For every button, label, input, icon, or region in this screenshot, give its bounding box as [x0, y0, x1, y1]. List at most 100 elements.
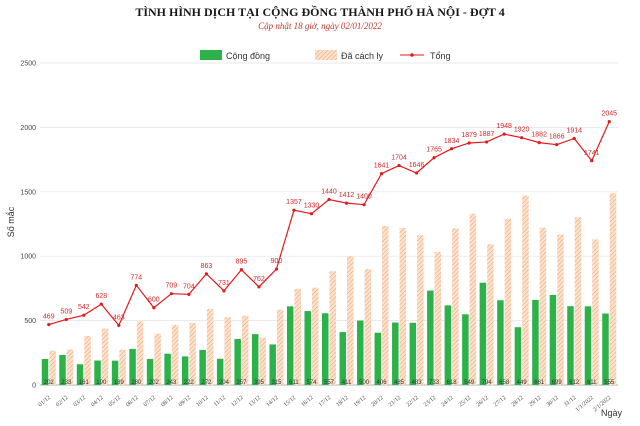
total-point	[555, 143, 559, 147]
total-point	[572, 136, 576, 141]
bar-cong-dong	[567, 306, 574, 385]
bar-value-label: 280	[131, 380, 142, 386]
total-value-label: 1440	[321, 189, 337, 196]
bar-value-label: 202	[149, 380, 160, 386]
x-tick-label: 16/12	[300, 395, 314, 408]
total-point	[117, 323, 121, 327]
total-point	[520, 136, 524, 140]
total-value-label: 1646	[409, 162, 425, 169]
x-tick-label: 10/12	[195, 395, 209, 408]
bar-cong-dong	[602, 313, 609, 385]
bar-cong-dong	[234, 339, 241, 385]
x-tick-label: 13/12	[248, 395, 262, 408]
legend: Cộng đồng Đã cách ly Tổng	[200, 50, 451, 61]
bar-da-cach-ly	[609, 193, 617, 385]
bar-cong-dong	[199, 349, 206, 385]
total-point	[485, 140, 489, 144]
total-line-series: 469 509 542 628 463 774 600 709 704 863 731 895 762 9…	[43, 111, 617, 327]
bar-da-cach-ly	[259, 337, 266, 385]
bar-cong-dong	[549, 294, 557, 385]
bar-cong-dong	[181, 356, 189, 385]
bar-cong-dong	[41, 358, 49, 385]
x-tick-label: 11/12	[213, 395, 227, 408]
bar-da-cach-ly	[399, 227, 407, 385]
y-tick-label: 2500	[20, 61, 36, 68]
bar-da-cach-ly	[592, 239, 599, 385]
x-tick-label: 18/12	[335, 395, 349, 408]
bar-da-cach-ly	[434, 252, 442, 385]
total-value-label: 704	[183, 283, 195, 290]
bar-cong-dong	[76, 364, 84, 385]
x-tick-label: 01/12	[38, 395, 52, 408]
total-value-label: 469	[43, 314, 55, 321]
total-point	[362, 203, 366, 207]
x-tick-label: 30/12	[546, 395, 560, 408]
bar-da-cach-ly	[311, 287, 319, 385]
total-point	[502, 132, 506, 136]
x-tick-label: 24/12	[441, 395, 455, 408]
total-value-label: 863	[201, 263, 213, 270]
bar-cong-dong	[322, 313, 329, 385]
bar-cong-dong	[584, 306, 592, 385]
bar-value-label: 222	[184, 380, 195, 386]
total-point	[82, 313, 86, 317]
bar-value-label: 190	[96, 380, 107, 386]
legend-label-tong: Tổng	[430, 51, 451, 61]
bar-da-cach-ly	[382, 225, 389, 385]
bar-cong-dong	[427, 290, 434, 385]
bar-value-label: 618	[447, 380, 458, 386]
bar-da-cach-ly	[49, 350, 56, 385]
total-value-label: 1948	[496, 123, 512, 130]
bar-cong-dong	[357, 320, 364, 385]
bar-value-label: 500	[359, 380, 370, 386]
legend-marker-tong	[410, 53, 414, 57]
bar-da-cach-ly	[171, 324, 179, 385]
total-point	[47, 322, 51, 327]
total-point	[309, 212, 314, 216]
bar-value-label: 189	[114, 380, 125, 386]
total-value-label: 1704	[391, 155, 407, 162]
total-point	[274, 267, 279, 271]
bar-value-label: 658	[499, 380, 510, 386]
total-point	[432, 156, 436, 160]
bar-cong-dong	[374, 332, 382, 385]
x-tick-label: 25/12	[458, 395, 472, 408]
total-value-label: 1879	[461, 132, 477, 139]
total-point	[327, 197, 331, 202]
x-tick-label: 29/12	[528, 395, 542, 408]
total-value-label: 2045	[601, 111, 617, 118]
chart-title: TÌNH HÌNH DỊCH TẠI CỘNG ĐỒNG THÀNH PHỐ H…	[135, 4, 504, 19]
bar-cong-dong	[251, 334, 259, 385]
bar-da-cach-ly	[469, 213, 477, 385]
bar-cong-dong	[164, 353, 171, 385]
bar-cong-dong	[146, 358, 154, 385]
total-point	[187, 292, 191, 296]
bar-value-label: 574	[306, 380, 317, 386]
bar-cong-dong	[339, 332, 347, 385]
bar-value-label: 272	[201, 380, 212, 386]
total-value-label: 731	[218, 280, 230, 287]
bar-da-cach-ly	[119, 349, 126, 385]
bar-da-cach-ly	[574, 217, 582, 385]
total-point	[607, 120, 611, 124]
bar-cong-dong	[479, 282, 487, 385]
x-tick-label: 04/12	[90, 395, 104, 408]
total-point	[467, 141, 471, 145]
total-point	[99, 302, 103, 306]
bar-cong-dong	[269, 344, 276, 385]
bar-value-label: 611	[587, 380, 597, 386]
legend-label-cong-dong: Cộng đồng	[226, 51, 270, 61]
gridlines	[40, 62, 618, 386]
total-value-label: 1920	[514, 127, 530, 134]
x-tick-label: 27/12	[493, 395, 507, 408]
total-point	[204, 272, 208, 276]
bar-cong-dong	[304, 311, 311, 385]
bar-value-label: 411	[342, 380, 352, 386]
bar-value-label: 395	[254, 380, 265, 386]
bar-da-cach-ly	[504, 218, 512, 385]
total-point	[537, 140, 541, 145]
bar-da-cach-ly	[136, 321, 144, 385]
total-point	[344, 201, 349, 205]
legend-swatch-da-cach-ly	[315, 50, 337, 60]
bars	[41, 193, 617, 385]
